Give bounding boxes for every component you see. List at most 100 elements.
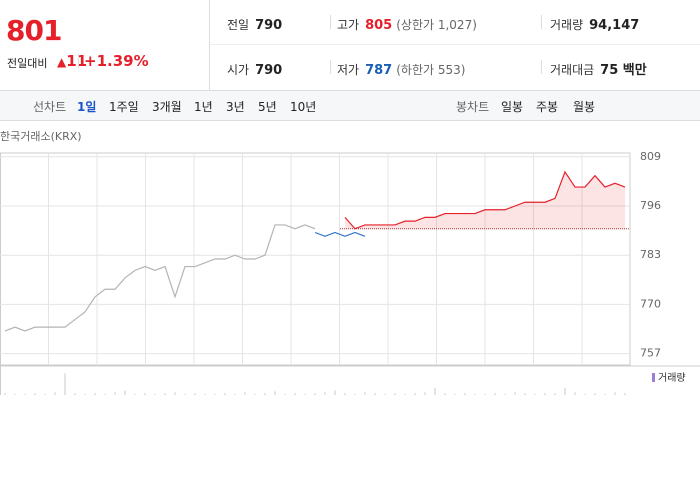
change: ▲11 xyxy=(57,52,88,70)
volume-bar xyxy=(334,390,336,395)
stat-label: 저가 xyxy=(337,63,360,77)
volume-bar xyxy=(244,392,246,395)
tab[interactable]: 월봉 xyxy=(573,100,596,114)
volume-bar xyxy=(454,394,456,395)
stat-value: 787 xyxy=(365,63,393,78)
price-line xyxy=(4,224,316,332)
divider xyxy=(541,15,542,29)
volume-bar xyxy=(254,394,256,395)
volume-bar xyxy=(214,394,216,395)
chart: 한국거래소(KRX) 757 770 783 796 809 거래량 xyxy=(0,130,700,395)
volume-bar xyxy=(154,394,156,395)
stat-label: 거래대금 xyxy=(550,63,595,77)
volume-bar xyxy=(394,393,396,395)
volume-bar xyxy=(234,394,236,395)
volume-bar xyxy=(594,393,596,395)
volume-bar xyxy=(574,392,576,395)
volume-bar xyxy=(264,393,266,395)
tab-bar: 선차트 1일 1주일 3개월 1년 3년 5년 10년 봉차트 일봉 주봉 월봉 xyxy=(0,90,700,121)
divider xyxy=(210,44,700,45)
volume-bar xyxy=(274,391,276,395)
stat-label: 거래량 xyxy=(550,18,584,32)
volume-bar xyxy=(184,394,186,395)
volume-legend: 거래량 xyxy=(658,372,686,384)
volume-bar xyxy=(614,392,616,395)
volume-bar xyxy=(94,393,96,395)
stat-value: 805 xyxy=(365,18,393,33)
stat: 전일 790 xyxy=(227,14,282,33)
volume-bar xyxy=(304,394,306,395)
volume-bar xyxy=(324,392,326,395)
stat-value: 94,147 xyxy=(589,18,640,33)
volume-bar xyxy=(404,394,406,395)
stat-label: 고가 xyxy=(337,18,360,32)
stat: 저가 787 (하한가 553) xyxy=(337,59,465,78)
stat-value: 790 xyxy=(255,18,283,33)
price-line xyxy=(344,170,626,230)
volume-bar xyxy=(224,393,226,395)
tab-label: 봉차트 xyxy=(456,100,490,114)
tab[interactable]: 5년 xyxy=(258,100,277,114)
divider xyxy=(330,15,331,29)
volume-bar xyxy=(474,394,476,395)
tab[interactable]: 주봉 xyxy=(536,100,559,114)
tab[interactable]: 1년 xyxy=(194,100,213,114)
tab[interactable]: 1일 xyxy=(77,100,97,114)
volume-bar xyxy=(604,394,606,395)
volume-bar xyxy=(584,394,586,395)
volume-bar xyxy=(84,394,86,395)
volume-bar xyxy=(174,392,176,395)
volume-bar xyxy=(204,394,206,395)
tab[interactable]: 일봉 xyxy=(501,100,524,114)
volume-bar xyxy=(134,394,136,395)
volume-bar xyxy=(24,394,26,395)
volume-bar xyxy=(284,394,286,395)
volume-bar xyxy=(504,394,506,395)
y-tick-label: 783 xyxy=(640,248,661,261)
change-label: 전일대비 xyxy=(7,57,48,70)
volume-bar xyxy=(564,387,566,395)
volume-bar xyxy=(524,393,526,395)
y-tick-label: 757 xyxy=(640,347,661,360)
stat-label: 시가 xyxy=(227,63,250,77)
volume-legend-swatch xyxy=(652,373,655,382)
volume-bar xyxy=(144,393,146,395)
tab-label: 선차트 xyxy=(33,100,67,114)
volume-bar xyxy=(424,392,426,395)
volume-bar xyxy=(114,392,116,395)
tab[interactable]: 3년 xyxy=(226,100,245,114)
volume-bar xyxy=(554,393,556,395)
volume-bar xyxy=(414,393,416,395)
y-tick-label: 809 xyxy=(640,150,661,163)
divider xyxy=(78,54,79,68)
tab[interactable]: 1주일 xyxy=(109,100,139,114)
tab[interactable]: 3개월 xyxy=(152,100,182,114)
volume-bar xyxy=(164,393,166,395)
plot-frame xyxy=(0,152,631,366)
volume-bar xyxy=(44,394,46,395)
volume-bar xyxy=(514,392,516,395)
tab[interactable]: 10년 xyxy=(290,100,317,114)
volume-bar xyxy=(54,392,56,395)
volume-bar xyxy=(434,387,436,395)
volume-bar xyxy=(534,394,536,395)
volume-bar xyxy=(354,394,356,395)
volume-bar xyxy=(64,373,66,395)
y-tick-label: 770 xyxy=(640,297,661,310)
stat: 시가 790 xyxy=(227,59,282,78)
volume-bar xyxy=(104,394,106,395)
stat-value: 790 xyxy=(255,63,283,78)
volume-bar xyxy=(74,393,76,395)
stat: 거래량 94,147 xyxy=(550,14,639,33)
stat: 고가 805 (상한가 1,027) xyxy=(337,14,477,33)
volume-bar xyxy=(484,394,486,395)
volume-bar xyxy=(4,393,6,395)
divider xyxy=(541,60,542,74)
volume-bar xyxy=(444,393,446,395)
volume-bar xyxy=(14,394,16,395)
divider xyxy=(209,0,210,90)
volume-bar xyxy=(624,393,626,395)
stat-extra: (하한가 553) xyxy=(396,63,466,77)
